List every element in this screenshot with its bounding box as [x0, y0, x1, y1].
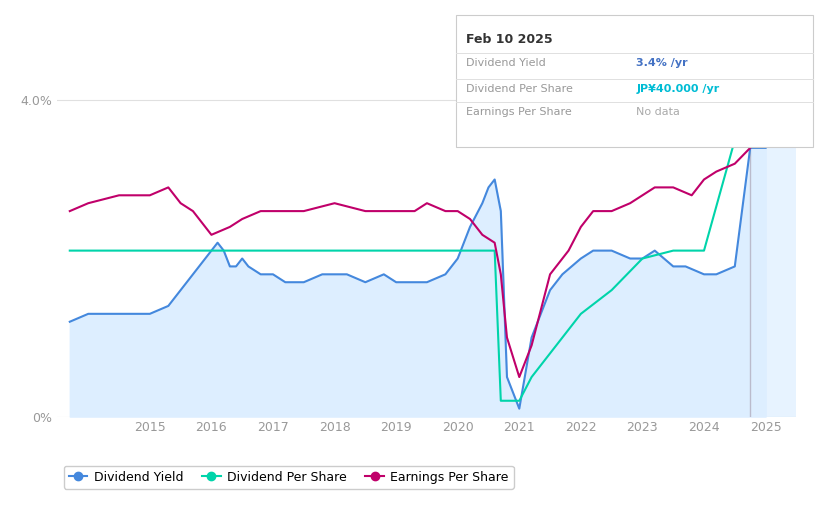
Text: JP¥40.000 /yr: JP¥40.000 /yr	[636, 84, 719, 94]
Text: Dividend Per Share: Dividend Per Share	[466, 84, 572, 94]
Text: Past: Past	[751, 89, 775, 100]
Bar	[750, 61, 821, 417]
Text: No data: No data	[636, 107, 680, 117]
Text: Earnings Per Share: Earnings Per Share	[466, 107, 571, 117]
Text: Dividend Yield: Dividend Yield	[466, 58, 545, 69]
Text: 3.4% /yr: 3.4% /yr	[636, 58, 688, 69]
Legend: Dividend Yield, Dividend Per Share, Earnings Per Share: Dividend Yield, Dividend Per Share, Earn…	[64, 465, 514, 489]
Text: Feb 10 2025: Feb 10 2025	[466, 33, 553, 46]
